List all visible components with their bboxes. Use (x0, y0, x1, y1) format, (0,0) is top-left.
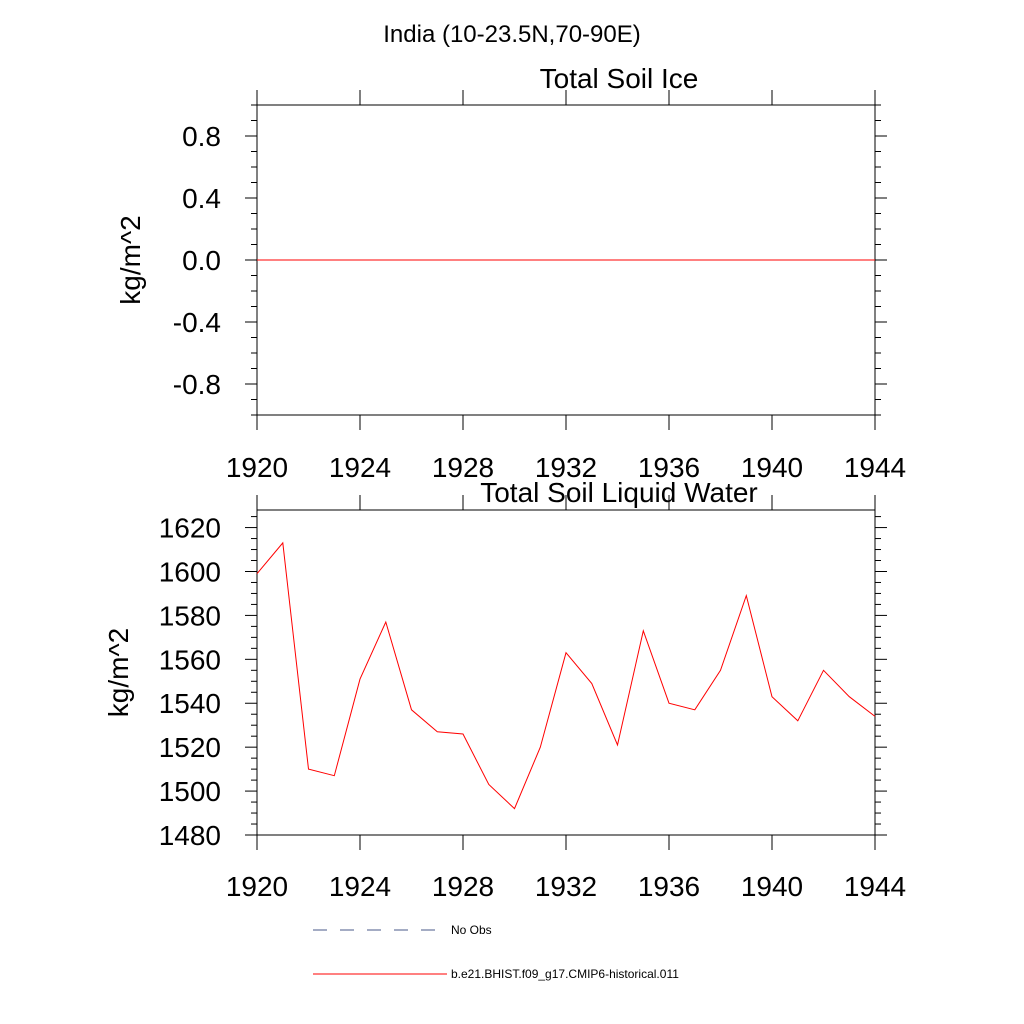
x-tick-label: 1920 (226, 452, 288, 483)
x-tick-label: 1932 (535, 452, 597, 483)
chart-title: Total Soil Ice (540, 63, 699, 94)
y-tick-label: 1500 (159, 776, 221, 807)
x-tick-label: 1924 (329, 452, 391, 483)
y-tick-label: -0.4 (173, 307, 221, 338)
x-tick-label: 1932 (535, 871, 597, 902)
y-tick-label: 0.0 (182, 245, 221, 276)
y-tick-label: 0.8 (182, 121, 221, 152)
y-tick-label: 1480 (159, 820, 221, 851)
y-tick-label: 1580 (159, 600, 221, 631)
y-axis-label: kg/m^2 (115, 215, 146, 304)
y-tick-label: 1520 (159, 732, 221, 763)
x-tick-label: 1944 (844, 871, 906, 902)
y-tick-label: 1600 (159, 556, 221, 587)
y-axis-label: kg/m^2 (103, 628, 134, 717)
panel-total-soil-ice: Total Soil Ice kg/m^2 1920 1924 1928 1932 1936… (115, 63, 906, 483)
x-tick-label: 1936 (638, 452, 700, 483)
y-tick-label: 1540 (159, 688, 221, 719)
x-tick-label: 1940 (741, 871, 803, 902)
x-tick-label: 1924 (329, 871, 391, 902)
x-tick-label: 1920 (226, 871, 288, 902)
panel-total-soil-liquid-water: Total Soil Liquid Water kg/m^2 1920 1924 192… (103, 477, 906, 902)
x-tick-label: 1928 (432, 452, 494, 483)
y-tick-label: 1560 (159, 644, 221, 675)
chart-title: Total Soil Liquid Water (480, 477, 758, 508)
y-tick-label: 0.4 (182, 183, 221, 214)
series-line-historical-011 (256, 541, 876, 810)
legend-label-no-obs: No Obs (451, 923, 492, 937)
x-tick-label: 1928 (432, 871, 494, 902)
legend-label-historical-011: b.e21.BHIST.f09_g17.CMIP6-historical.011 (451, 967, 679, 981)
x-tick-label: 1936 (638, 871, 700, 902)
legend: No Obs b.e21.BHIST.f09_g17.CMIP6-histori… (313, 923, 679, 981)
y-tick-label: 1620 (159, 513, 221, 544)
x-tick-label: 1944 (844, 452, 906, 483)
figure-title: India (10-23.5N,70-90E) (383, 21, 640, 48)
x-tick-label: 1940 (741, 452, 803, 483)
plot-frame (256, 509, 876, 836)
y-tick-label: -0.8 (173, 369, 221, 400)
